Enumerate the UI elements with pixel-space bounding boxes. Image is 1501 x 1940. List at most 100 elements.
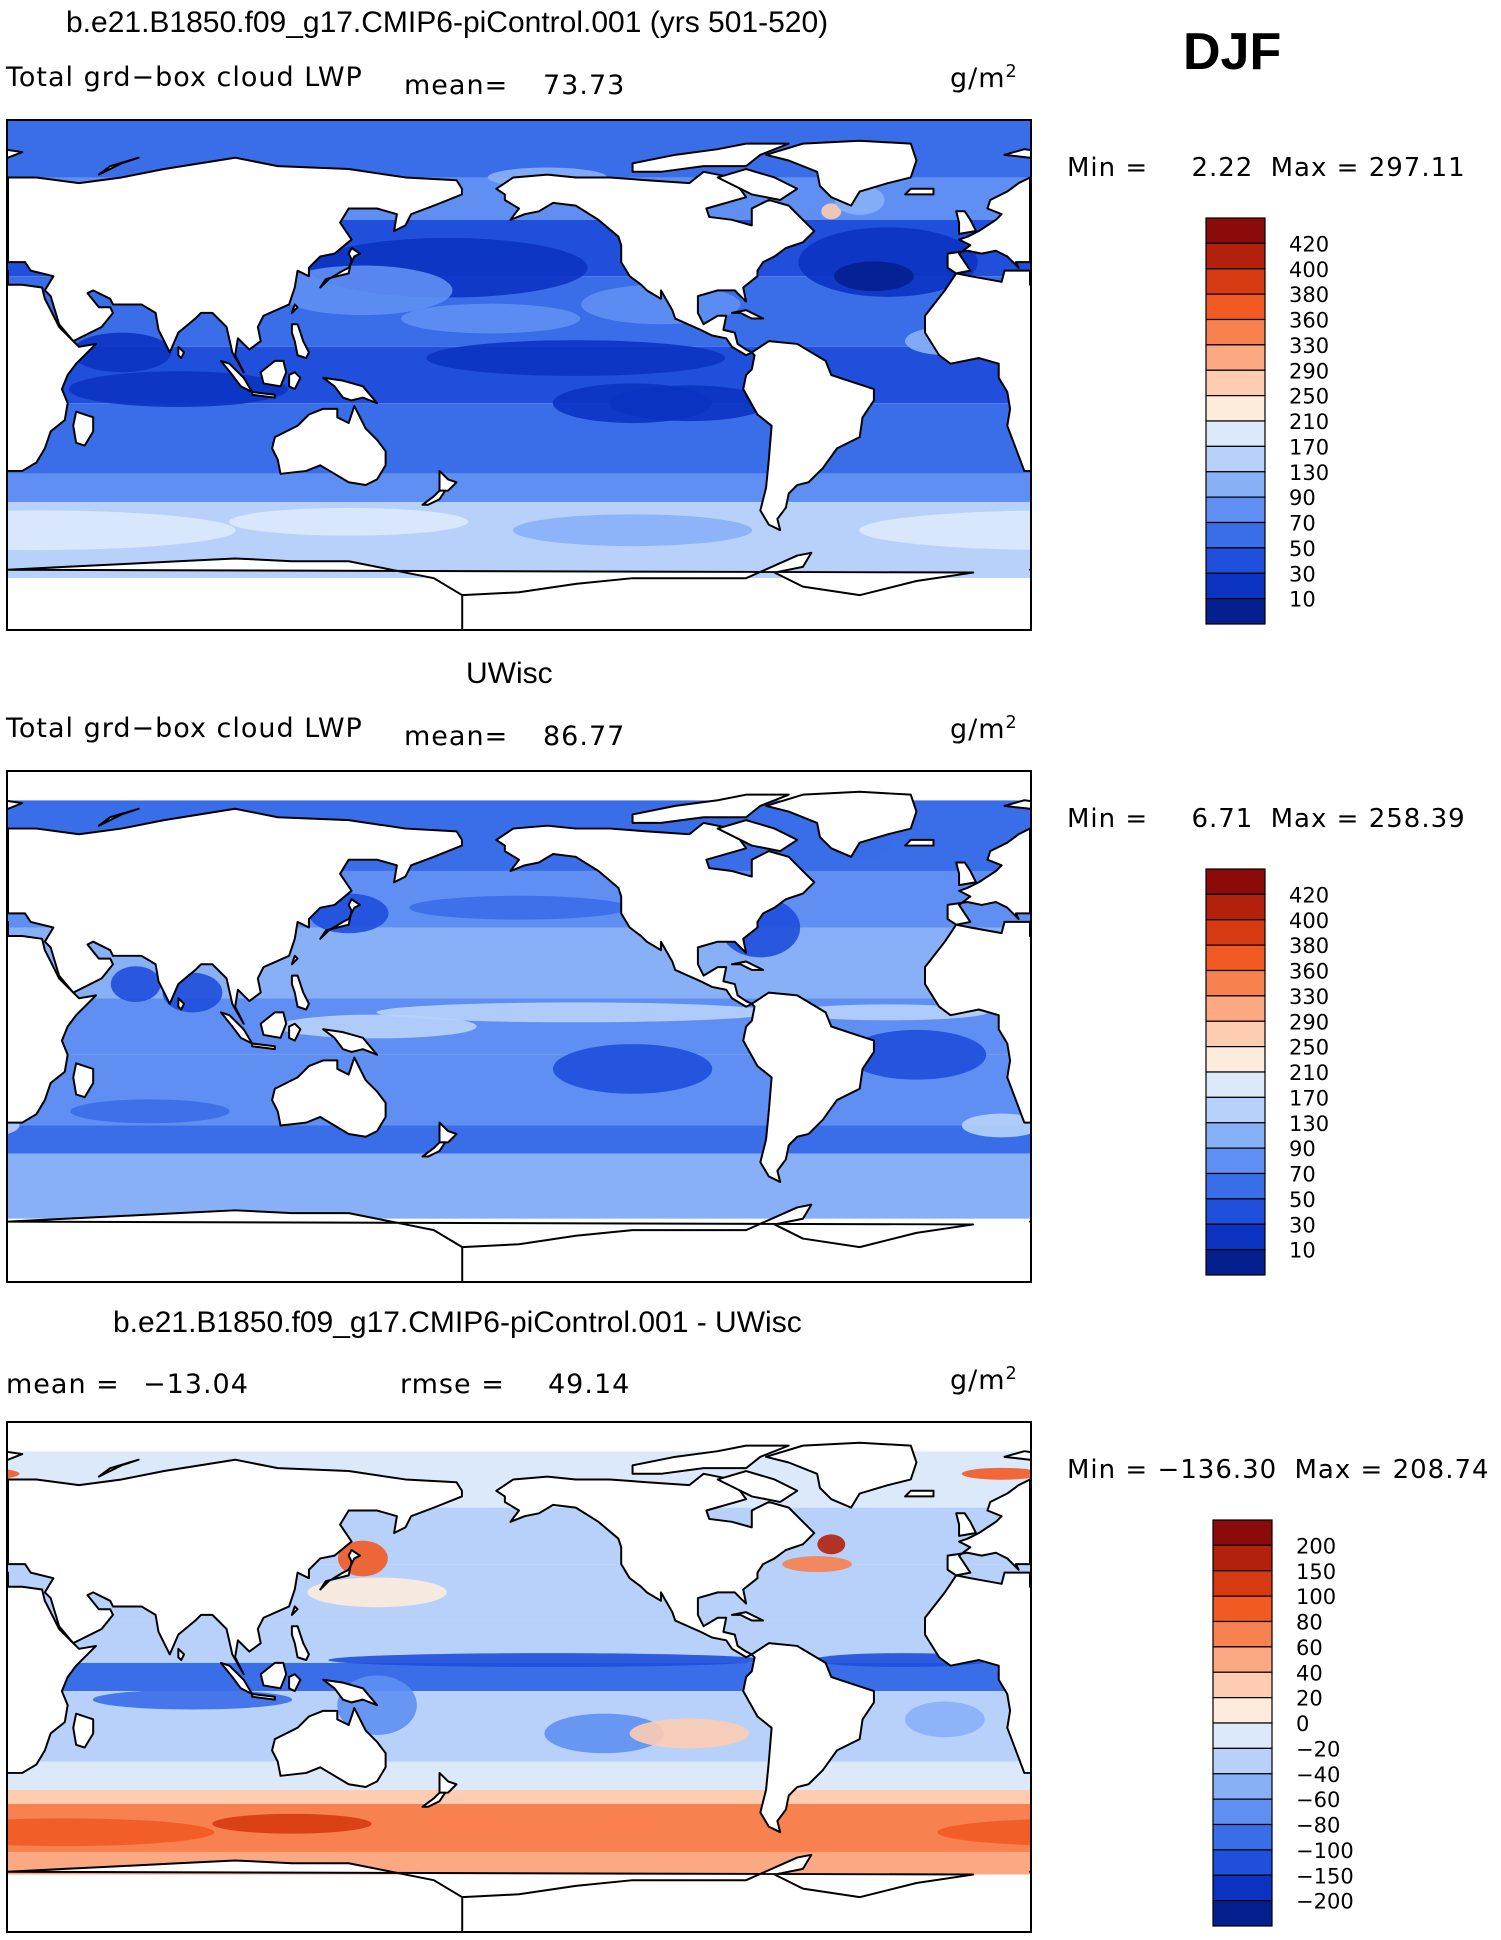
- field-blob: [788, 1004, 988, 1021]
- land-polygon: [765, 1441, 918, 1509]
- panel-1-minmax: Min = 2.22 Max = 297.11: [1067, 153, 1466, 183]
- land-polygon: [8, 920, 97, 1124]
- colorbar-tick-label: 380: [1289, 934, 1329, 958]
- field-blob: [409, 895, 629, 920]
- colorbar-tick-label: 200: [1296, 1534, 1336, 1558]
- colorbar-box: [1205, 521, 1266, 549]
- colorbar-box: [1212, 1671, 1273, 1699]
- colorbar-tick-label: 70: [1289, 1163, 1316, 1187]
- land-polygon: [495, 1472, 816, 1659]
- colorbar-tick-label: 130: [1289, 1112, 1329, 1136]
- land-polygon: [631, 1444, 790, 1475]
- panel-2-mean-label: mean=: [404, 721, 509, 752]
- land-polygon: [438, 469, 458, 492]
- panel-1-title: b.e21.B1850.f09_g17.CMIP6-piControl.001 …: [66, 6, 829, 39]
- field-blob: [817, 1534, 846, 1555]
- land-polygon: [8, 551, 975, 629]
- land-polygon: [742, 1642, 875, 1834]
- season-label: DJF: [1183, 23, 1282, 81]
- colorbar-tick-label: 0: [1296, 1712, 1309, 1736]
- panel-1-map: [6, 119, 1032, 631]
- land-polygon: [716, 168, 799, 201]
- land-polygon: [421, 489, 447, 506]
- colorbar-box: [1212, 1697, 1273, 1724]
- continents: [8, 1441, 1030, 1931]
- land-polygon: [742, 340, 875, 532]
- colorbar-tick-label: 10: [1289, 588, 1316, 612]
- colorbar-tick-label: 170: [1289, 435, 1329, 459]
- land-polygon: [97, 1458, 140, 1478]
- colorbar-box: [1205, 1198, 1266, 1225]
- land-polygon: [288, 1673, 302, 1693]
- colorbar-tick-label: −100: [1296, 1839, 1354, 1863]
- land-polygon: [438, 1121, 458, 1144]
- colorbar-box: [1205, 445, 1266, 473]
- colorbar-tick-label: 70: [1289, 512, 1316, 536]
- land-polygon: [924, 269, 1030, 472]
- colorbar-boxes: [1205, 217, 1266, 625]
- field-band: [8, 1662, 1030, 1692]
- land-polygon: [97, 807, 140, 827]
- land-polygon: [72, 1712, 95, 1749]
- colorbar-box: [1205, 217, 1266, 244]
- colorbar-tick-label: 360: [1289, 960, 1329, 984]
- land-polygon: [904, 187, 935, 196]
- field-blob: [961, 1467, 1030, 1480]
- colorbar-box: [1205, 1122, 1266, 1149]
- land-polygon: [742, 991, 875, 1183]
- colorbar-box: [1212, 1773, 1273, 1800]
- colorbar-box: [1212, 1519, 1273, 1546]
- colorbar-box: [1205, 969, 1266, 997]
- min-value: −136.30: [1157, 1455, 1278, 1485]
- land-polygon: [924, 1571, 1030, 1774]
- land-polygon: [730, 309, 765, 320]
- land-polygon: [8, 1450, 24, 1461]
- field-blob: [273, 265, 453, 316]
- field-blob: [859, 510, 1030, 550]
- colorbar-boxes: [1205, 868, 1266, 1276]
- units-superscript: 2: [1005, 62, 1018, 82]
- land-polygon: [955, 1512, 978, 1537]
- colorbar-box: [1212, 1722, 1273, 1749]
- land-polygon: [730, 1611, 765, 1622]
- colorbar-box: [1205, 547, 1266, 574]
- colorbar-tick-label: −80: [1296, 1814, 1340, 1838]
- panel-3-minmax: Min = −136.30 Max = 208.74: [1067, 1455, 1490, 1485]
- land-polygon: [8, 269, 97, 472]
- colorbar-box: [1205, 242, 1266, 270]
- land-polygon: [946, 827, 1030, 926]
- field-blob: [426, 340, 726, 376]
- land-polygon: [322, 376, 379, 405]
- panel-2-map: [6, 770, 1032, 1283]
- land-polygon: [290, 954, 299, 966]
- field-blob: [92, 1689, 293, 1710]
- panel-2-colorbar: 420 400 380 360 330 290 250 210 170 130 90 70 50 30 10: [1205, 868, 1355, 1276]
- colorbar-tick-label: 290: [1289, 1010, 1329, 1034]
- max-label: Max =: [1294, 1455, 1384, 1485]
- land-polygon: [322, 1678, 379, 1707]
- colorbar-tick-label: 50: [1289, 1188, 1316, 1212]
- colorbar-tick-label: 360: [1289, 309, 1329, 333]
- panel-2-map-svg: [8, 772, 1030, 1281]
- land-polygon: [421, 1791, 447, 1808]
- colorbar-box: [1205, 868, 1266, 895]
- land-polygon: [8, 807, 463, 1025]
- panel-3-rmse-label: rmse =: [400, 1369, 505, 1400]
- panel-3-colorbar: 200 150 100 80 60 40 20 0 −20 −40 −60 −80 −100 −150 −2…: [1212, 1519, 1372, 1927]
- field-blob: [513, 514, 753, 547]
- colorbar-box: [1205, 268, 1266, 295]
- land-polygon: [955, 210, 978, 235]
- field-blob: [328, 1653, 767, 1668]
- field-blob: [821, 203, 842, 220]
- field-blob: [629, 1718, 750, 1749]
- land-polygon: [251, 390, 276, 399]
- field-blob: [68, 371, 288, 407]
- colorbar-box: [1205, 471, 1266, 498]
- units-superscript: 2: [1005, 713, 1018, 733]
- field-blob: [110, 966, 161, 1002]
- panel-1-variable: Total grd−box cloud LWP: [6, 62, 363, 93]
- colorbar-tick-label: −200: [1296, 1890, 1354, 1914]
- colorbar-box: [1212, 1646, 1273, 1673]
- field-blob: [834, 261, 914, 292]
- land-polygon: [8, 148, 24, 159]
